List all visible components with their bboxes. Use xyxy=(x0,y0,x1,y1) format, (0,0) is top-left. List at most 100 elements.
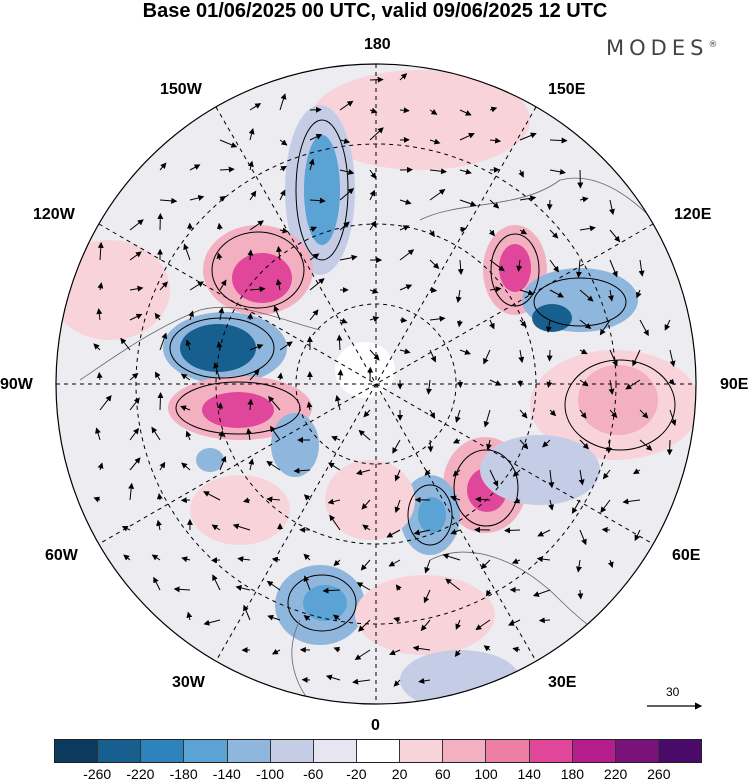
wind-vector xyxy=(360,559,371,571)
wind-vector xyxy=(273,305,281,321)
wind-vector xyxy=(429,168,447,175)
wind-vector xyxy=(249,286,266,293)
wind-vector xyxy=(459,349,471,355)
wind-vector xyxy=(393,616,401,623)
contour-line xyxy=(453,449,519,527)
wind-vector xyxy=(579,196,589,203)
wind-vector xyxy=(668,378,675,386)
wind-vector xyxy=(429,109,438,115)
wind-vector xyxy=(303,553,311,561)
wind-vector xyxy=(212,574,221,591)
wind-vector xyxy=(636,289,642,299)
wind-vector xyxy=(303,494,311,501)
wind-vector xyxy=(247,160,254,171)
wind-vector xyxy=(361,499,371,510)
wind-vector xyxy=(309,197,326,204)
wind-vector xyxy=(362,524,371,531)
wind-vector xyxy=(369,189,376,201)
wind-vector xyxy=(429,349,437,363)
wind-vector xyxy=(455,619,461,630)
wind-vector xyxy=(157,392,164,411)
colorbar-swatch xyxy=(55,740,99,762)
wind-vector xyxy=(579,379,589,387)
wind-vector xyxy=(519,409,528,419)
colorbar-swatch xyxy=(615,740,659,762)
wind-vector xyxy=(459,168,472,175)
anomaly-negative xyxy=(480,435,600,505)
wind-vector xyxy=(599,319,611,336)
wind-vector xyxy=(308,158,315,171)
wind-vector xyxy=(277,372,284,381)
wind-vector xyxy=(156,493,163,501)
wind-vector xyxy=(159,197,178,204)
wind-vector xyxy=(203,619,221,626)
wind-vector xyxy=(216,222,223,231)
wind-vector xyxy=(96,308,103,321)
anomaly-positive xyxy=(499,244,531,292)
wind-vector xyxy=(331,435,341,442)
anomaly-negative xyxy=(304,135,340,245)
wind-vector xyxy=(638,259,645,277)
lon-label-60w: 60W xyxy=(45,547,78,564)
wind-vector xyxy=(418,677,431,684)
wind-vector xyxy=(475,619,491,631)
wind-vector xyxy=(625,379,641,390)
wind-vector xyxy=(664,319,671,331)
wind-vector xyxy=(369,127,384,141)
anomaly-positive xyxy=(190,475,290,545)
wind-vector xyxy=(248,128,255,141)
wind-vector xyxy=(579,319,592,330)
wind-vector xyxy=(399,249,415,261)
wind-vector xyxy=(579,289,594,302)
wind-vector xyxy=(181,462,191,471)
wind-vector xyxy=(513,497,521,504)
anomaly-positive xyxy=(202,392,274,428)
wind-vector xyxy=(358,429,371,441)
wind-vector xyxy=(579,529,587,546)
wind-vector xyxy=(475,496,491,503)
lon-label-180: 180 xyxy=(364,36,391,53)
wind-vector xyxy=(369,316,380,322)
colorbar xyxy=(54,739,702,763)
wind-vector xyxy=(389,649,401,656)
wind-vector xyxy=(546,379,553,388)
wind-vector xyxy=(394,469,401,482)
wind-vector xyxy=(519,439,529,450)
wind-vector xyxy=(266,460,281,471)
wind-vector xyxy=(609,259,618,278)
wind-vector xyxy=(445,578,461,591)
wind-vector xyxy=(363,409,371,418)
wind-vector xyxy=(99,395,112,411)
wind-vector xyxy=(93,496,101,503)
wind-vector xyxy=(429,315,446,322)
wind-vector xyxy=(454,649,461,658)
wind-vector xyxy=(237,556,251,563)
field-layer xyxy=(56,64,696,704)
wind-vector xyxy=(542,439,551,448)
anomaly-negative xyxy=(196,448,224,472)
wind-vector xyxy=(394,499,401,514)
wind-vector xyxy=(249,190,257,201)
map-border xyxy=(55,63,697,705)
wind-vector xyxy=(219,455,227,471)
wind-vector xyxy=(639,319,649,337)
wind-vector xyxy=(279,227,289,234)
wind-vector xyxy=(303,614,311,622)
colorbar-swatch xyxy=(313,740,357,762)
anomaly-negative xyxy=(303,585,347,621)
wind-vector xyxy=(327,498,341,505)
wind-vector xyxy=(246,428,252,441)
wind-vector xyxy=(235,585,251,591)
wind-vector xyxy=(459,199,477,207)
colorbar-tick-label: -100 xyxy=(255,766,285,782)
wind-vector xyxy=(154,312,161,321)
wind-vector xyxy=(424,469,431,476)
contour-line xyxy=(287,574,357,632)
wind-vector xyxy=(386,529,401,538)
wind-vector xyxy=(151,426,161,441)
wind-vector xyxy=(392,439,401,454)
wind-vector xyxy=(532,589,551,597)
wind-vector xyxy=(358,619,371,632)
wind-vector xyxy=(429,259,440,269)
wind-vector xyxy=(549,259,559,273)
